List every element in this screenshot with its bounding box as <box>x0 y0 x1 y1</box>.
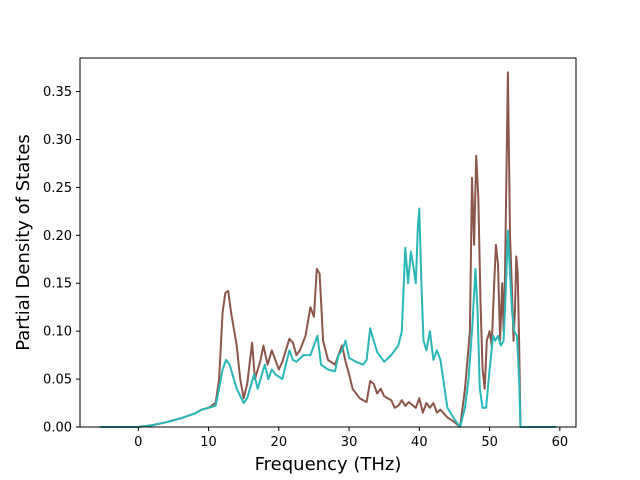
series-line-1 <box>99 71 557 428</box>
y-tick-label: 0.15 <box>43 277 72 292</box>
axes-frame <box>79 57 577 428</box>
y-tick-label: 0.20 <box>43 229 72 244</box>
x-tick-label: 30 <box>341 435 358 450</box>
y-tick-label: 0.35 <box>43 85 72 100</box>
x-tick-label: 40 <box>411 435 428 450</box>
y-axis: 0.00 0.05 0.10 0.15 0.20 0.25 0.30 0.35 <box>43 85 80 436</box>
x-tick-label: 20 <box>271 435 288 450</box>
x-tick-label: 10 <box>200 435 217 450</box>
y-tick-label: 0.30 <box>43 133 72 148</box>
x-tick-label: 60 <box>552 435 569 450</box>
y-tick-label: 0.05 <box>43 373 72 388</box>
y-tick-label: 0.10 <box>43 325 72 340</box>
y-tick-label: 0.25 <box>43 181 72 196</box>
x-axis: 0 10 20 30 40 50 60 <box>134 427 568 450</box>
series-line-2 <box>99 207 557 428</box>
x-tick-label: 50 <box>481 435 498 450</box>
x-axis-label: Frequency (THz) <box>255 454 402 475</box>
y-axis-label: Partial Density of States <box>13 134 34 351</box>
x-tick-label: 0 <box>134 435 142 450</box>
plot-area <box>99 71 557 428</box>
y-tick-label: 0.00 <box>43 421 72 436</box>
